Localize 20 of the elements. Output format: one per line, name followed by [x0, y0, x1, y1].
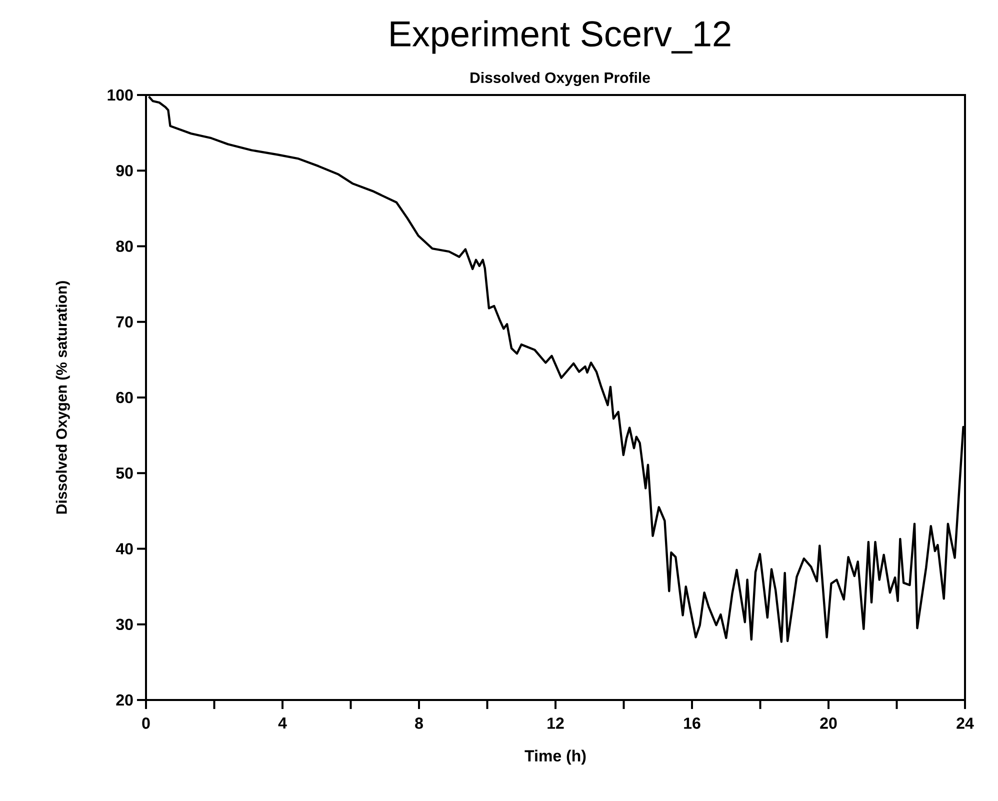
x-tick-label: 0: [142, 718, 150, 729]
y-axis-title: Dissolved Oxygen (% saturation): [56, 281, 70, 514]
y-tick-label: 80: [116, 240, 133, 252]
chart-title: Experiment Scerv_12: [390, 20, 730, 54]
y-tick-label: 100: [108, 89, 133, 101]
y-tick-label: 40: [116, 543, 133, 554]
y-tick-label: 90: [116, 164, 133, 176]
x-tick-label: 4: [278, 718, 287, 729]
x-tick-label: 20: [820, 718, 837, 729]
x-tick-label: 8: [415, 718, 423, 729]
x-tick-label: 16: [684, 718, 700, 729]
y-tick-label: 70: [116, 316, 133, 328]
y-tick-label: 60: [116, 392, 133, 404]
y-tick-label: 20: [116, 694, 133, 706]
x-tick-label: 12: [548, 718, 564, 729]
x-tick-label: 24: [956, 718, 974, 729]
y-tick-label: 30: [116, 618, 133, 630]
x-axis-title: Time (h): [524, 750, 586, 765]
y-tick-label: 50: [116, 467, 133, 479]
chart-subtitle: Dissolved Oxygen Profile: [470, 72, 650, 86]
